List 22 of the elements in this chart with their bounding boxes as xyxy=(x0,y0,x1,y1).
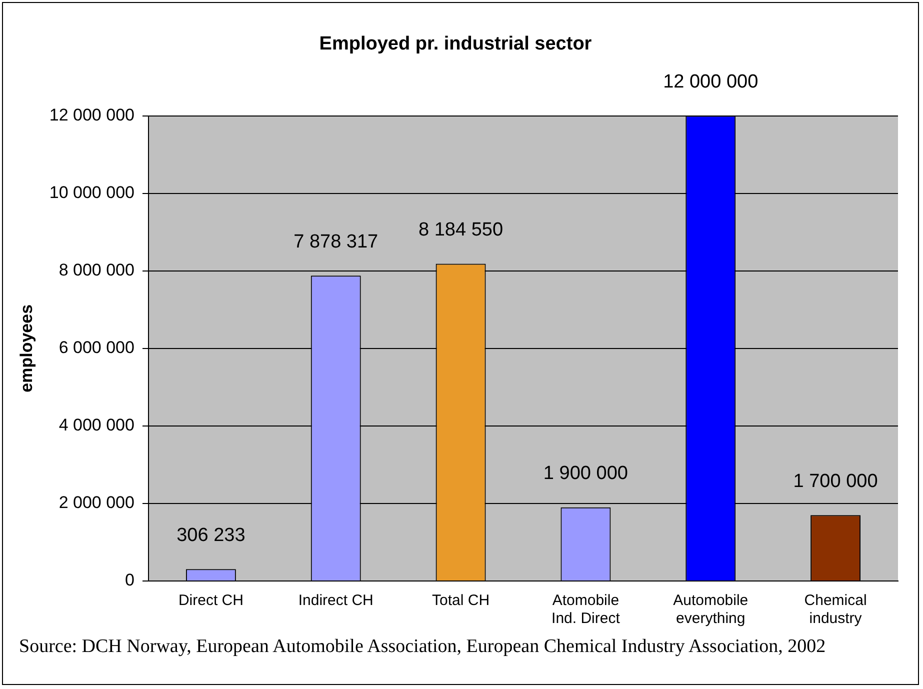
data-label: 12 000 000 xyxy=(663,72,758,93)
x-tick-label: Indirect CH xyxy=(298,592,374,610)
data-label: 306 233 xyxy=(176,524,246,546)
x-tick-label: Total CH xyxy=(432,592,490,610)
x-tick-label: Atomobile Ind. Direct xyxy=(552,592,621,628)
chart-title: Employed pr. industrial sector xyxy=(319,34,592,55)
x-tick-label: Automobile everything xyxy=(673,592,748,628)
data-label: 8 184 550 xyxy=(418,219,504,240)
y-tick-label: 10 000 000 xyxy=(49,183,134,202)
y-tick-label: 0 xyxy=(125,570,134,590)
y-axis-title: employees xyxy=(16,304,36,392)
data-label: 1 700 000 xyxy=(793,470,878,492)
y-tick-label: 4 000 000 xyxy=(58,416,134,435)
y-tick-label: 12 000 000 xyxy=(49,105,134,124)
data-label: 7 878 317 xyxy=(294,231,378,252)
data-label: 1 900 000 xyxy=(543,463,628,484)
x-tick-label: Direct CH xyxy=(178,592,244,610)
y-tick-label: 2 000 000 xyxy=(58,493,134,512)
y-tick-label: 8 000 000 xyxy=(58,260,134,280)
y-tick-label: 6 000 000 xyxy=(58,338,134,358)
x-tick-label: Chemical industry xyxy=(804,592,867,628)
source-note: Source: DCH Norway, European Automobile Association, European Chemical Industry Association, 2002 xyxy=(19,635,827,659)
